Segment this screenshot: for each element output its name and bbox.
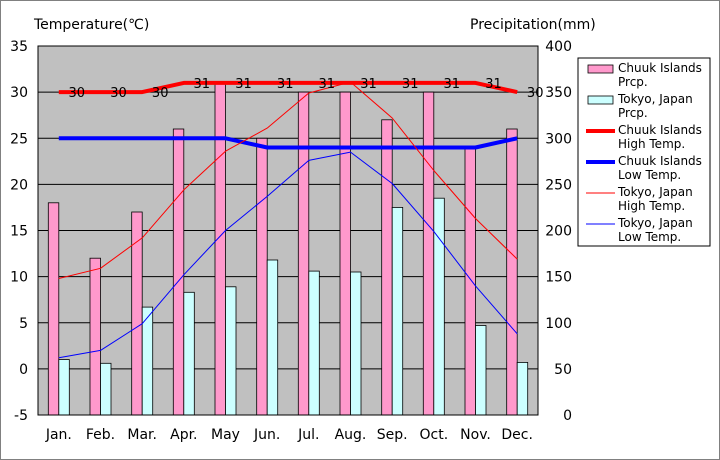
legend-label: Chuuk Islands xyxy=(618,154,702,168)
temp-line xyxy=(58,81,518,279)
precip-bar xyxy=(506,128,518,416)
precip-bar xyxy=(89,257,101,416)
precip-bar xyxy=(381,119,393,416)
data-label: 31 xyxy=(277,77,294,92)
x-axis-ticks: Jan. Feb. Mar. Apr. May Jun. Jul. Aug. Sep. Oct. N… xyxy=(45,427,533,443)
data-label: 31 xyxy=(235,77,252,92)
data-labels: 30 30 30 31 31 31 31 31 31 31 31 30 xyxy=(69,77,544,101)
y-tick-label: 300 xyxy=(545,131,572,147)
precip-bar xyxy=(433,197,445,416)
y-tick-label: 15 xyxy=(10,224,28,240)
x-tick-label: Feb. xyxy=(86,427,115,443)
legend-label: High Temp. xyxy=(618,199,685,213)
y-tick-label: 30 xyxy=(10,85,28,101)
legend-swatch xyxy=(587,95,614,105)
precip-bar xyxy=(172,128,185,416)
y-tick-label: 150 xyxy=(545,270,572,286)
legend-label: Tokyo, Japan xyxy=(617,92,693,106)
precip-bar xyxy=(391,206,404,416)
precip-bar xyxy=(58,359,70,416)
legend-label: Tokyo, Japan xyxy=(617,185,693,199)
data-label: 30 xyxy=(152,86,169,101)
data-label: 30 xyxy=(527,86,544,101)
data-label: 30 xyxy=(110,86,127,101)
temperature-lines xyxy=(58,80,518,359)
y-tick-label: -5 xyxy=(14,408,28,424)
x-tick-label: Sep. xyxy=(377,427,408,443)
y-tick-label: 35 xyxy=(10,39,28,55)
left-axis-title: Temperature(℃) xyxy=(33,17,149,33)
legend-label: High Temp. xyxy=(618,137,685,151)
x-tick-label: Jan. xyxy=(45,427,72,443)
data-label: 31 xyxy=(319,77,336,92)
legend-label: Prcp. xyxy=(618,75,648,89)
x-tick-label: Oct. xyxy=(420,427,449,443)
y-tick-label: 5 xyxy=(19,316,28,332)
legend-label: Chuuk Islands xyxy=(618,123,702,137)
x-tick-label: May xyxy=(211,427,240,443)
precip-bar xyxy=(475,325,487,416)
temp-line xyxy=(58,80,518,95)
legend-label: Low Temp. xyxy=(618,230,681,244)
precip-bar xyxy=(516,361,529,416)
temp-line xyxy=(58,136,518,150)
y-tick-label: 200 xyxy=(545,224,572,240)
x-tick-label: Aug. xyxy=(335,427,367,443)
precip-bar xyxy=(266,259,279,416)
y-tick-label: 10 xyxy=(10,270,28,286)
data-label: 31 xyxy=(360,77,377,92)
y-tick-label: 400 xyxy=(545,39,572,55)
precip-bar xyxy=(214,82,226,416)
data-label: 31 xyxy=(402,77,419,92)
x-tick-label: Mar. xyxy=(127,427,157,443)
x-tick-label: Apr. xyxy=(170,427,197,443)
precip-bar xyxy=(131,211,143,416)
x-tick-label: Jun. xyxy=(253,427,280,443)
legend-label: Prcp. xyxy=(618,106,648,120)
precip-bar xyxy=(183,291,195,416)
left-y-axis-ticks: 35 30 25 20 15 10 5 0 -5 xyxy=(10,39,28,424)
plot-border xyxy=(37,45,539,416)
right-y-axis-ticks: 400 350 300 250 200 150 100 50 0 xyxy=(545,39,572,424)
x-tick-label: Jul. xyxy=(297,427,319,443)
y-tick-label: 100 xyxy=(545,316,572,332)
y-tick-label: 0 xyxy=(19,362,28,378)
legend-label: Tokyo, Japan xyxy=(617,216,693,230)
y-tick-label: 20 xyxy=(10,177,28,193)
precip-bar xyxy=(422,91,435,416)
legend-box xyxy=(577,57,711,247)
precip-bar xyxy=(100,362,112,416)
temp-line xyxy=(58,151,518,359)
precip-bar xyxy=(225,286,237,416)
precip-bar xyxy=(350,271,362,416)
precip-bar xyxy=(297,91,310,416)
legend-label: Low Temp. xyxy=(618,168,681,182)
y-tick-label: 350 xyxy=(545,85,572,101)
right-axis-title: Precipitation(mm) xyxy=(470,17,596,33)
precip-bar xyxy=(464,147,476,416)
precip-bar xyxy=(339,91,351,416)
data-label: 31 xyxy=(444,77,461,92)
legend-swatch xyxy=(587,64,614,74)
precip-bar xyxy=(308,270,320,416)
data-label: 31 xyxy=(485,77,502,92)
y-tick-label: 50 xyxy=(554,362,572,378)
precip-bar xyxy=(256,137,268,416)
data-label: 31 xyxy=(194,77,211,92)
precip-bar xyxy=(141,306,154,416)
y-tick-label: 25 xyxy=(10,131,28,147)
precip-bar xyxy=(47,202,60,416)
legend-label: Chuuk Islands xyxy=(618,61,702,75)
y-tick-label: 0 xyxy=(563,408,572,424)
x-tick-label: Dec. xyxy=(501,427,533,443)
x-tick-label: Nov. xyxy=(460,427,491,443)
data-label: 30 xyxy=(69,86,86,101)
y-tick-label: 250 xyxy=(545,177,572,193)
